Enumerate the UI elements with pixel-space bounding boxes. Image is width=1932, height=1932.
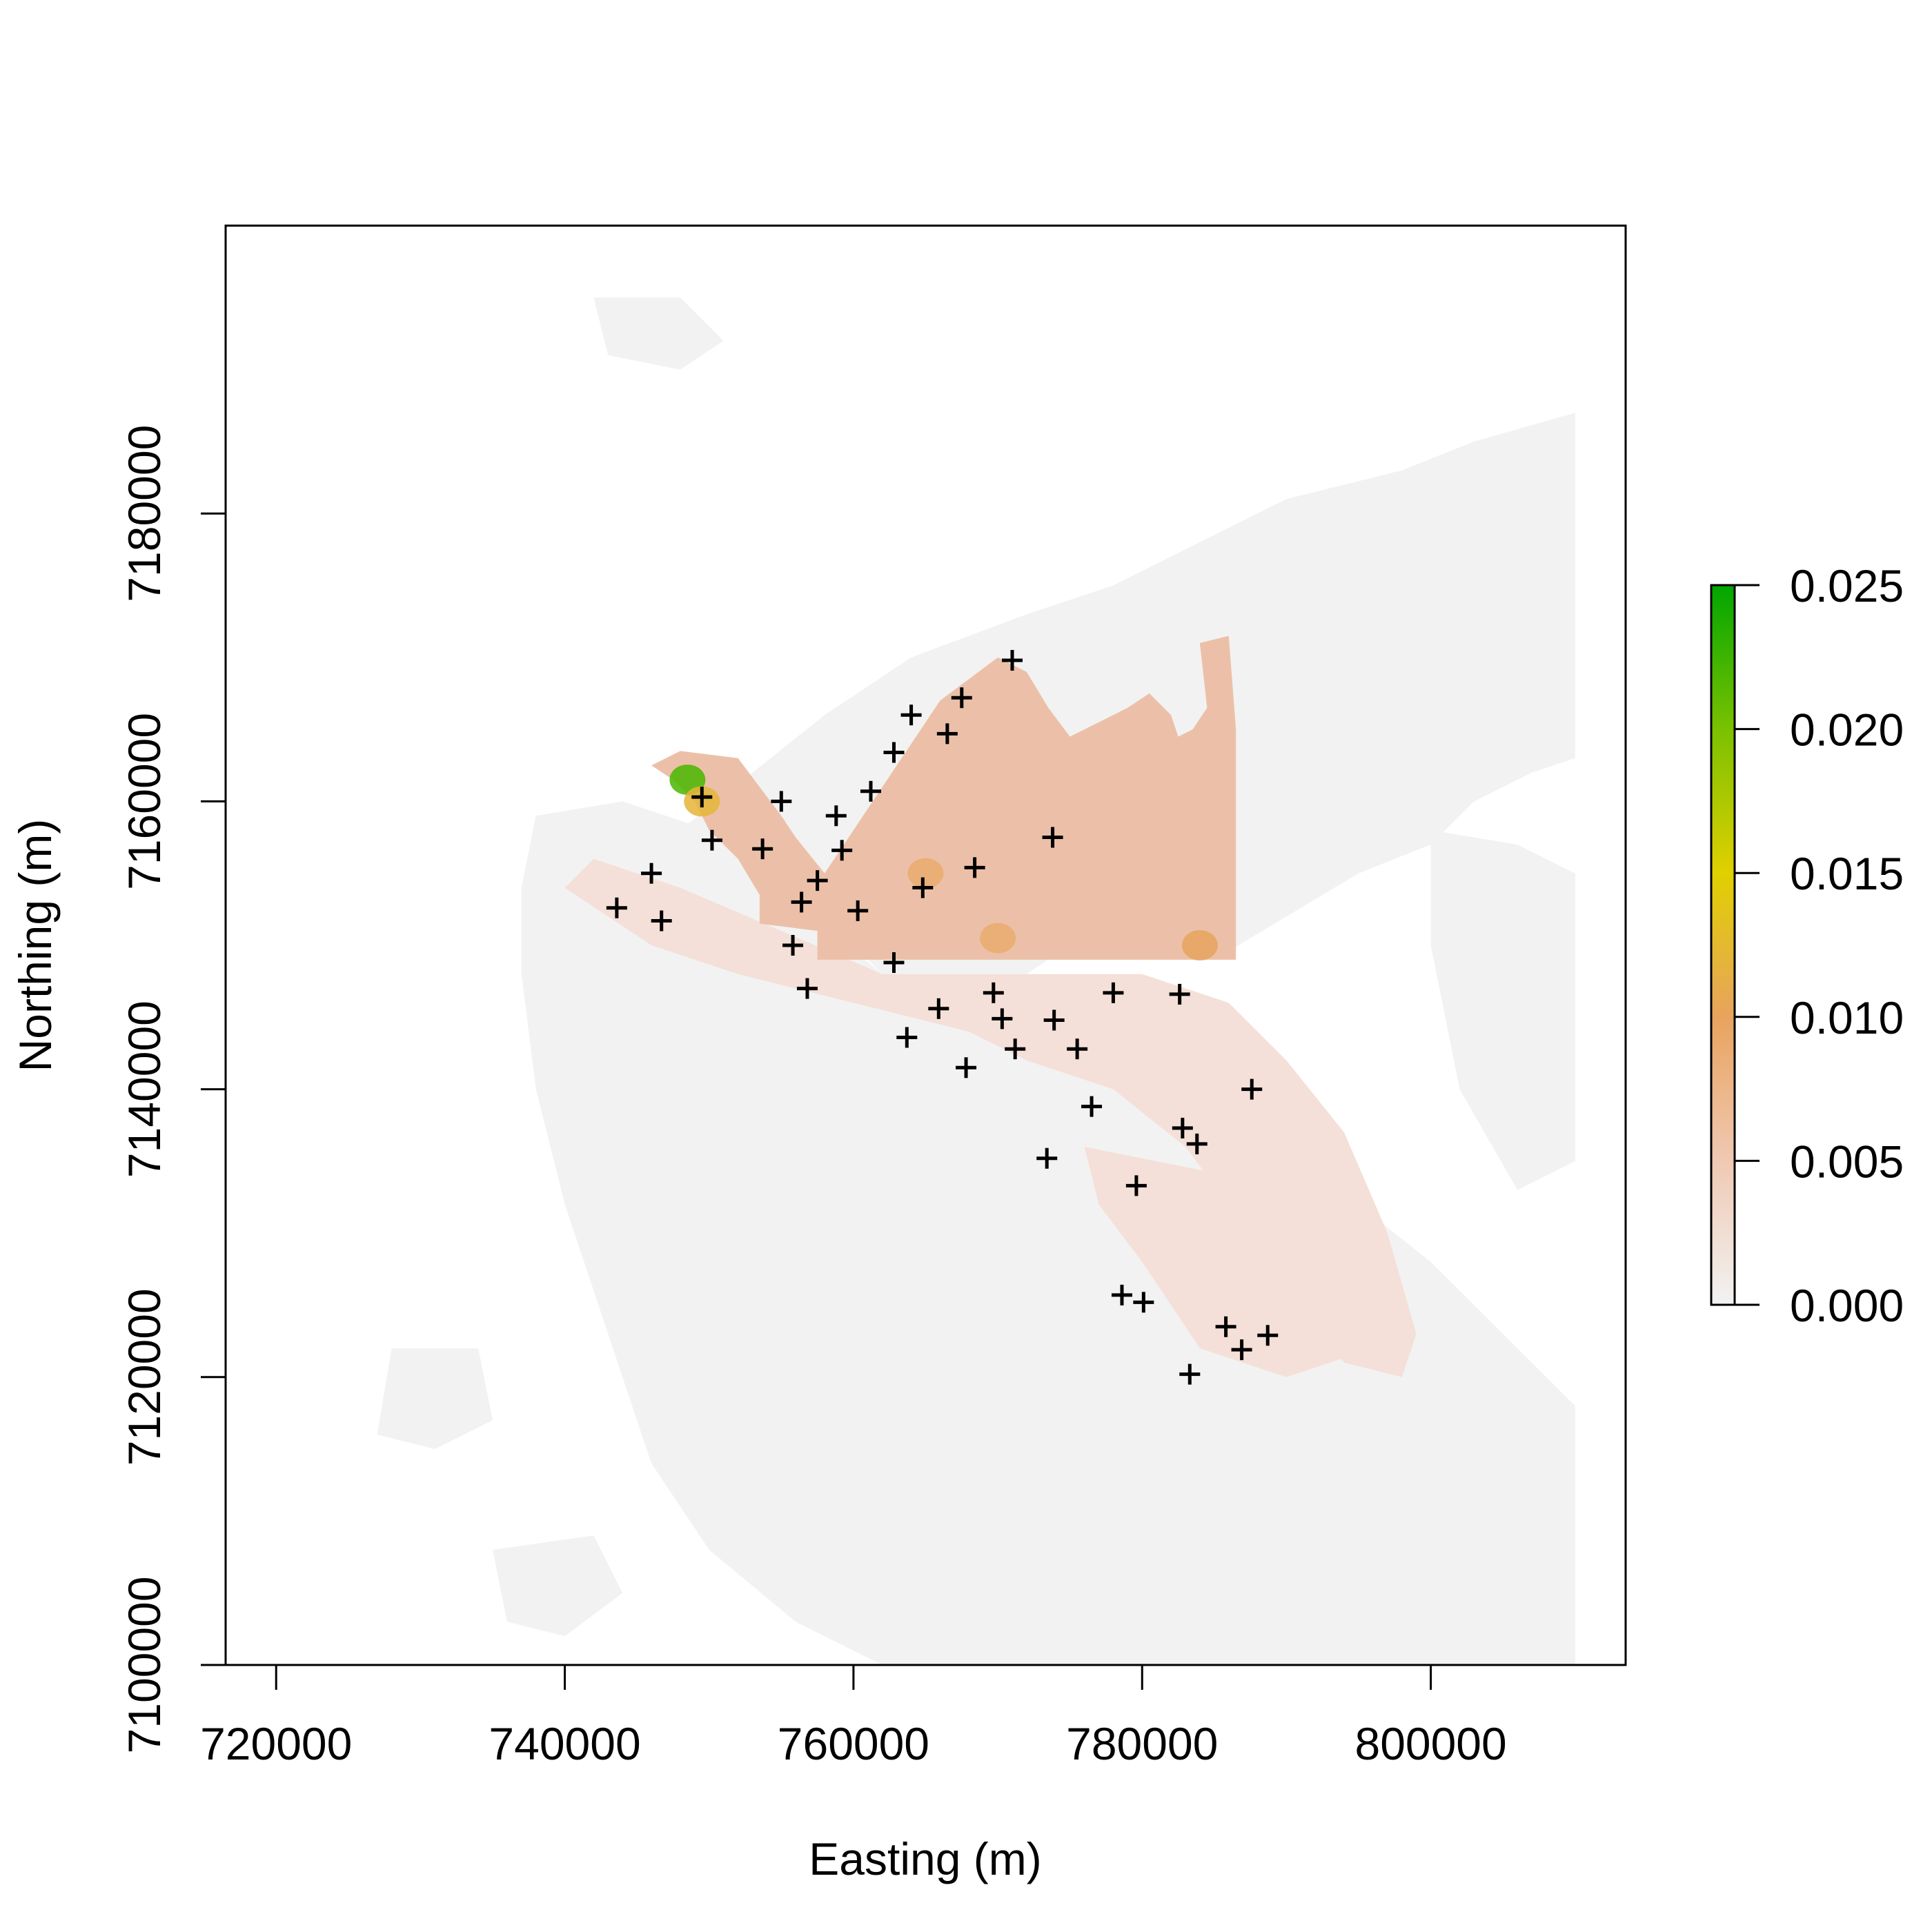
sample-point	[1125, 1175, 1147, 1196]
y-axis-title: Northing (m)	[10, 819, 61, 1072]
y-tick-label: 7120000	[119, 1288, 170, 1466]
sample-point	[1081, 1096, 1103, 1117]
land-region-1	[593, 297, 724, 370]
x-axis: 720000 740000 760000 780000 800000	[200, 1664, 1507, 1769]
low-value-region-2	[1084, 1147, 1373, 1377]
sample-point	[1002, 649, 1023, 671]
y-axis: 7100000 7120000 7140000 7160000 7180000	[119, 425, 227, 1754]
hotspot-4	[1181, 930, 1218, 960]
y-tick-label: 7100000	[119, 1577, 170, 1754]
color-legend: 0.000 0.005 0.010 0.015 0.020 0.025	[1710, 560, 1904, 1331]
legend-colorbar	[1710, 584, 1736, 1306]
sample-point	[701, 829, 722, 851]
sample-point	[782, 935, 804, 956]
x-axis-title: Easting (m)	[809, 1833, 1041, 1884]
sample-point	[1103, 982, 1124, 1003]
sample-point	[796, 978, 818, 999]
sample-point	[1169, 983, 1190, 1005]
sample-point	[1043, 1009, 1065, 1031]
sample-point	[964, 857, 985, 878]
x-tick-label: 740000	[489, 1718, 640, 1769]
sample-point	[1042, 827, 1063, 848]
y-tick-label: 7140000	[119, 1000, 170, 1178]
sample-point	[883, 742, 905, 763]
sample-point	[691, 787, 713, 808]
sample-point	[791, 891, 812, 913]
sample-point	[1133, 1292, 1154, 1313]
hotspot-3	[907, 858, 944, 889]
sample-point	[1215, 1316, 1236, 1337]
legend-tick-label: 0.010	[1790, 992, 1904, 1043]
y-tick-label: 7180000	[119, 425, 170, 602]
sample-point	[951, 687, 972, 709]
sample-point	[825, 805, 847, 827]
x-tick-label: 780000	[1066, 1718, 1218, 1769]
sample-point	[752, 838, 773, 860]
legend-tick-label: 0.015	[1790, 848, 1904, 899]
sample-point	[1005, 1038, 1026, 1060]
x-tick-label: 800000	[1354, 1718, 1506, 1769]
sample-point	[956, 1057, 977, 1078]
sample-point	[860, 780, 882, 802]
sample-point	[1067, 1038, 1088, 1060]
sample-point	[807, 870, 828, 891]
land-region-5	[493, 1535, 623, 1637]
sample-point	[1172, 1117, 1193, 1138]
sample-point	[983, 982, 1004, 1003]
hotspot-5	[980, 923, 1016, 954]
x-tick-label: 760000	[778, 1718, 929, 1769]
sample-point	[771, 791, 792, 812]
legend-tick-label: 0.005	[1790, 1136, 1904, 1187]
land-region-6	[1430, 830, 1575, 1190]
y-tick-label: 7160000	[119, 713, 170, 890]
sample-point	[847, 900, 869, 921]
sample-point	[1241, 1078, 1263, 1100]
legend-tick-label: 0.000	[1790, 1280, 1904, 1331]
sample-point	[1179, 1363, 1201, 1385]
land-region-3	[521, 801, 1575, 1665]
study-area-region	[651, 635, 1236, 960]
sample-point	[992, 1008, 1013, 1029]
sample-point	[1111, 1284, 1132, 1305]
raster-layer	[377, 297, 1575, 1665]
x-tick-label: 720000	[200, 1718, 352, 1769]
sample-point	[883, 952, 905, 974]
legend-tick-label: 0.025	[1790, 560, 1904, 611]
sample-point	[831, 840, 853, 861]
sample-point	[928, 998, 949, 1019]
sample-point	[900, 704, 922, 726]
sample-point	[896, 1027, 918, 1048]
sample-point	[1257, 1325, 1279, 1346]
sample-points	[606, 649, 1279, 1385]
sample-point	[651, 910, 672, 931]
legend-tick-label: 0.020	[1790, 704, 1904, 756]
sample-point	[641, 862, 662, 884]
sample-point	[1231, 1339, 1252, 1361]
sample-point	[606, 897, 627, 918]
sample-point	[1186, 1133, 1208, 1154]
land-region-4	[377, 1348, 493, 1450]
sample-point	[912, 877, 934, 898]
sample-point	[936, 723, 958, 745]
sample-point	[1036, 1147, 1058, 1169]
